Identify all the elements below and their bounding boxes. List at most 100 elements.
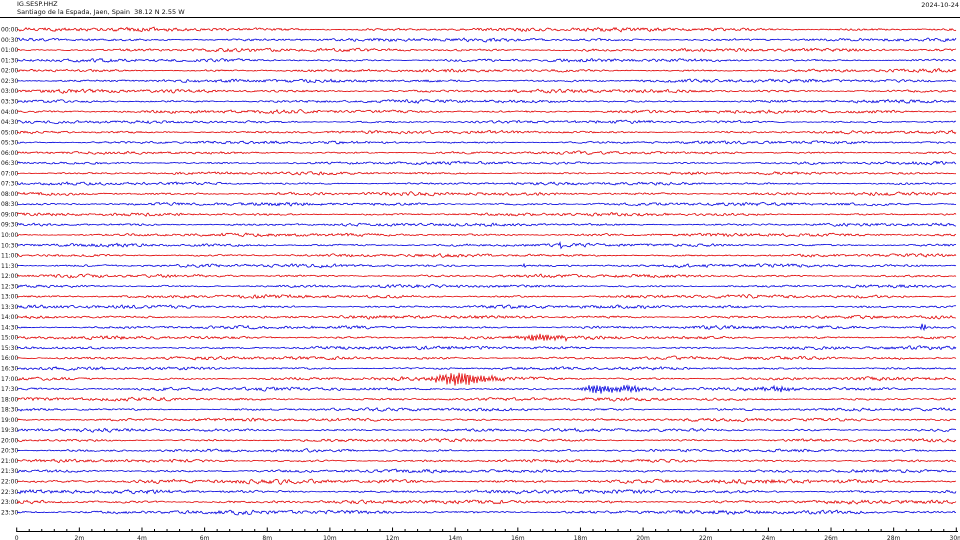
row-time-label: 21:30 [1, 468, 18, 475]
row-time-label: 13:30 [1, 304, 18, 311]
axis-tick-label: 14m [448, 535, 462, 540]
trace-row-1930 [16, 427, 957, 433]
row-time-label: 05:00 [1, 129, 18, 136]
trace-row-0830 [16, 201, 957, 207]
row-time-label: 17:30 [1, 386, 18, 393]
trace-row-2300 [16, 499, 957, 505]
trace-row-2100 [16, 458, 957, 464]
row-time-label: 12:00 [1, 273, 18, 280]
row-time-label: 23:00 [1, 499, 18, 506]
trace-row-0300 [16, 88, 957, 94]
row-time-label: 16:00 [1, 355, 18, 362]
row-time-label: 11:30 [1, 263, 18, 270]
trace-row-0400 [16, 109, 957, 115]
row-time-label: 06:30 [1, 160, 18, 167]
row-time-label: 08:00 [1, 191, 18, 198]
axis-tick-label: 2m [75, 535, 85, 540]
axis-tick-label: 24m [762, 535, 776, 540]
row-time-label: 02:30 [1, 78, 18, 85]
row-time-label: 11:00 [1, 253, 18, 260]
trace-row-1600 [16, 355, 957, 361]
trace-row-0630 [16, 160, 957, 166]
axis-tick-label: 6m [200, 535, 210, 540]
axis-tick-label: 28m [887, 535, 901, 540]
row-time-label: 04:00 [1, 109, 18, 116]
trace-row-1900 [16, 417, 957, 422]
row-time-label: 16:30 [1, 366, 18, 373]
row-time-label: 15:30 [1, 345, 18, 352]
date-label: 2024-10-24 [921, 1, 959, 9]
row-time-label: 09:00 [1, 211, 18, 218]
header: IG.SESP.HHZ Santiago de la Espada, Jaen,… [0, 0, 960, 18]
row-time-label: 21:00 [1, 458, 18, 465]
row-time-label: 13:00 [1, 294, 18, 301]
trace-row-2230 [16, 489, 957, 495]
trace-row-1100 [16, 253, 957, 258]
row-time-label: 04:30 [1, 119, 18, 126]
row-time-label: 07:00 [1, 170, 18, 177]
trace-row-0530 [16, 140, 957, 145]
trace-row-0200 [16, 68, 957, 74]
row-time-label: 03:30 [1, 98, 18, 105]
trace-row-1500 [16, 333, 957, 342]
row-time-label: 15:00 [1, 335, 18, 342]
trace-row-2030 [16, 448, 957, 453]
axis-tick-label: 18m [574, 535, 588, 540]
trace-row-1800 [16, 396, 957, 402]
trace-row-1300 [16, 293, 957, 299]
trace-row-1030 [16, 241, 957, 250]
trace-row-1430 [16, 323, 957, 332]
axis-tick-label: 22m [699, 535, 713, 540]
trace-row-0800 [16, 191, 957, 197]
axis-tick-label: 0 [15, 535, 19, 540]
row-time-label: 20:30 [1, 448, 18, 455]
trace-row-1530 [16, 345, 957, 351]
axis-tick-label: 10m [323, 535, 337, 540]
trace-row-1630 [16, 366, 957, 371]
trace-row-1330 [16, 304, 957, 310]
row-time-label: 12:30 [1, 283, 18, 290]
row-time-label: 18:00 [1, 396, 18, 403]
row-time-label: 10:00 [1, 232, 18, 239]
row-time-label: 08:30 [1, 201, 18, 208]
row-time-label: 01:30 [1, 57, 18, 64]
trace-row-2000 [16, 437, 957, 443]
trace-row-2130 [16, 468, 957, 474]
row-time-label: 19:00 [1, 417, 18, 424]
axis-tick-label: 16m [511, 535, 525, 540]
trace-row-0330 [16, 98, 957, 104]
trace-row-2330 [16, 509, 957, 516]
row-time-label: 01:00 [1, 47, 18, 54]
row-time-label: 00:30 [1, 37, 18, 44]
trace-row-1200 [16, 273, 957, 279]
row-time-label: 22:30 [1, 489, 18, 496]
trace-row-1230 [16, 283, 957, 289]
axis-tick-label: 12m [386, 535, 400, 540]
row-time-label: 10:30 [1, 242, 18, 249]
trace-row-1730 [16, 384, 957, 394]
trace-row-2200 [16, 478, 957, 485]
axis-tick-label: 26m [824, 535, 838, 540]
row-time-label: 03:00 [1, 88, 18, 95]
trace-row-0900 [16, 211, 957, 217]
trace-row-0730 [16, 181, 957, 186]
row-time-label: 00:00 [1, 27, 18, 34]
row-time-label: 22:00 [1, 478, 18, 485]
station-code: IG.SESP.HHZ [17, 0, 58, 8]
axis-tick-label: 20m [636, 535, 650, 540]
trace-row-0230 [16, 78, 957, 84]
row-time-label: 19:30 [1, 427, 18, 434]
trace-row-0430 [16, 119, 957, 125]
row-time-label: 06:00 [1, 150, 18, 157]
station-location: Santiago de la Espada, Jaen, Spain 38.12… [17, 7, 185, 16]
trace-row-0030 [16, 37, 957, 43]
row-time-label: 20:00 [1, 437, 18, 444]
trace-row-0130 [16, 57, 957, 63]
row-time-label: 09:30 [1, 222, 18, 229]
trace-row-1400 [16, 314, 957, 320]
trace-row-0000 [16, 26, 957, 33]
row-time-label: 23:30 [1, 509, 18, 516]
row-time-label: 18:30 [1, 407, 18, 414]
trace-row-1700 [16, 372, 957, 386]
